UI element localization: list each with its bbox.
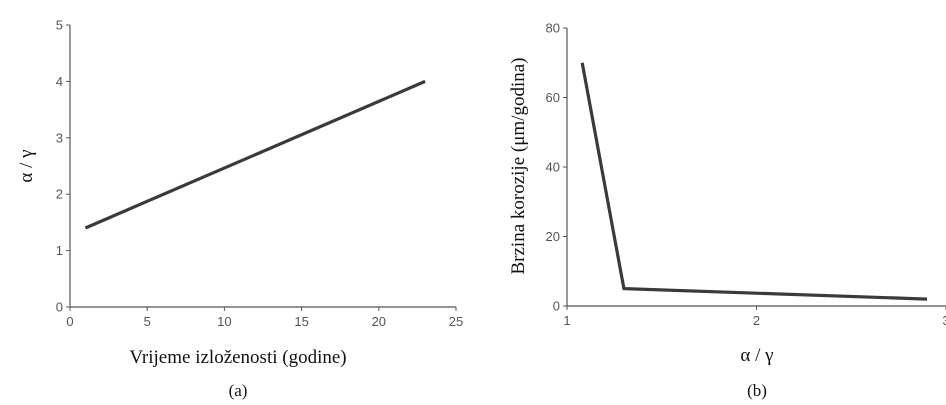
chart-panel-b: 0 20 40 60 80 1 2 3 α / γ Brzina korozije (μm/g…: [508, 21, 946, 400]
series-line-a: [84, 79, 426, 230]
y-tick-label: 2: [56, 187, 63, 202]
ticks-b: 0 20 40 60 80 1 2 3: [546, 21, 946, 328]
y-tick-label: 40: [546, 160, 560, 175]
x-tick-label: 25: [449, 314, 463, 329]
y-axis-title-b: Brzina korozije (μm/godina): [508, 57, 529, 274]
y-tick-label: 80: [546, 21, 560, 36]
axes-a: [69, 25, 456, 308]
series-a: [84, 79, 426, 230]
panel-label-b: (b): [747, 381, 767, 400]
y-tick-label: 5: [56, 18, 63, 33]
x-tick-label: 1: [563, 313, 570, 328]
x-tick-label: 2: [753, 313, 760, 328]
y-tick-label: 1: [56, 243, 63, 258]
axes-b: [566, 28, 946, 307]
y-tick-label: 0: [553, 299, 560, 314]
x-tick-label: 3: [942, 313, 946, 328]
y-axis-title-a: α / γ: [16, 149, 37, 182]
chart-panel-a: 0 1 2 3 4 5 0 5 10 15 20 25 Vrijeme izloženosti (go…: [16, 18, 463, 401]
y-tick-label: 0: [56, 300, 63, 315]
x-tick-label: 0: [66, 314, 73, 329]
y-tick-label: 20: [546, 229, 560, 244]
y-tick-label: 3: [56, 130, 63, 145]
x-tick-label: 20: [372, 314, 386, 329]
x-tick-label: 5: [144, 314, 151, 329]
y-tick-label: 4: [56, 74, 63, 89]
x-axis-title-a: Vrijeme izloženosti (godine): [129, 347, 346, 368]
x-tick-label: 15: [294, 314, 308, 329]
y-tick-label: 60: [546, 90, 560, 105]
series-b: [580, 62, 928, 301]
series-line-b: [580, 62, 928, 301]
panel-label-a: (a): [229, 381, 248, 400]
x-tick-label: 10: [217, 314, 231, 329]
ticks-a: 0 1 2 3 4 5 0 5 10 15 20 25: [56, 18, 463, 330]
x-axis-title-b: α / γ: [740, 345, 773, 366]
